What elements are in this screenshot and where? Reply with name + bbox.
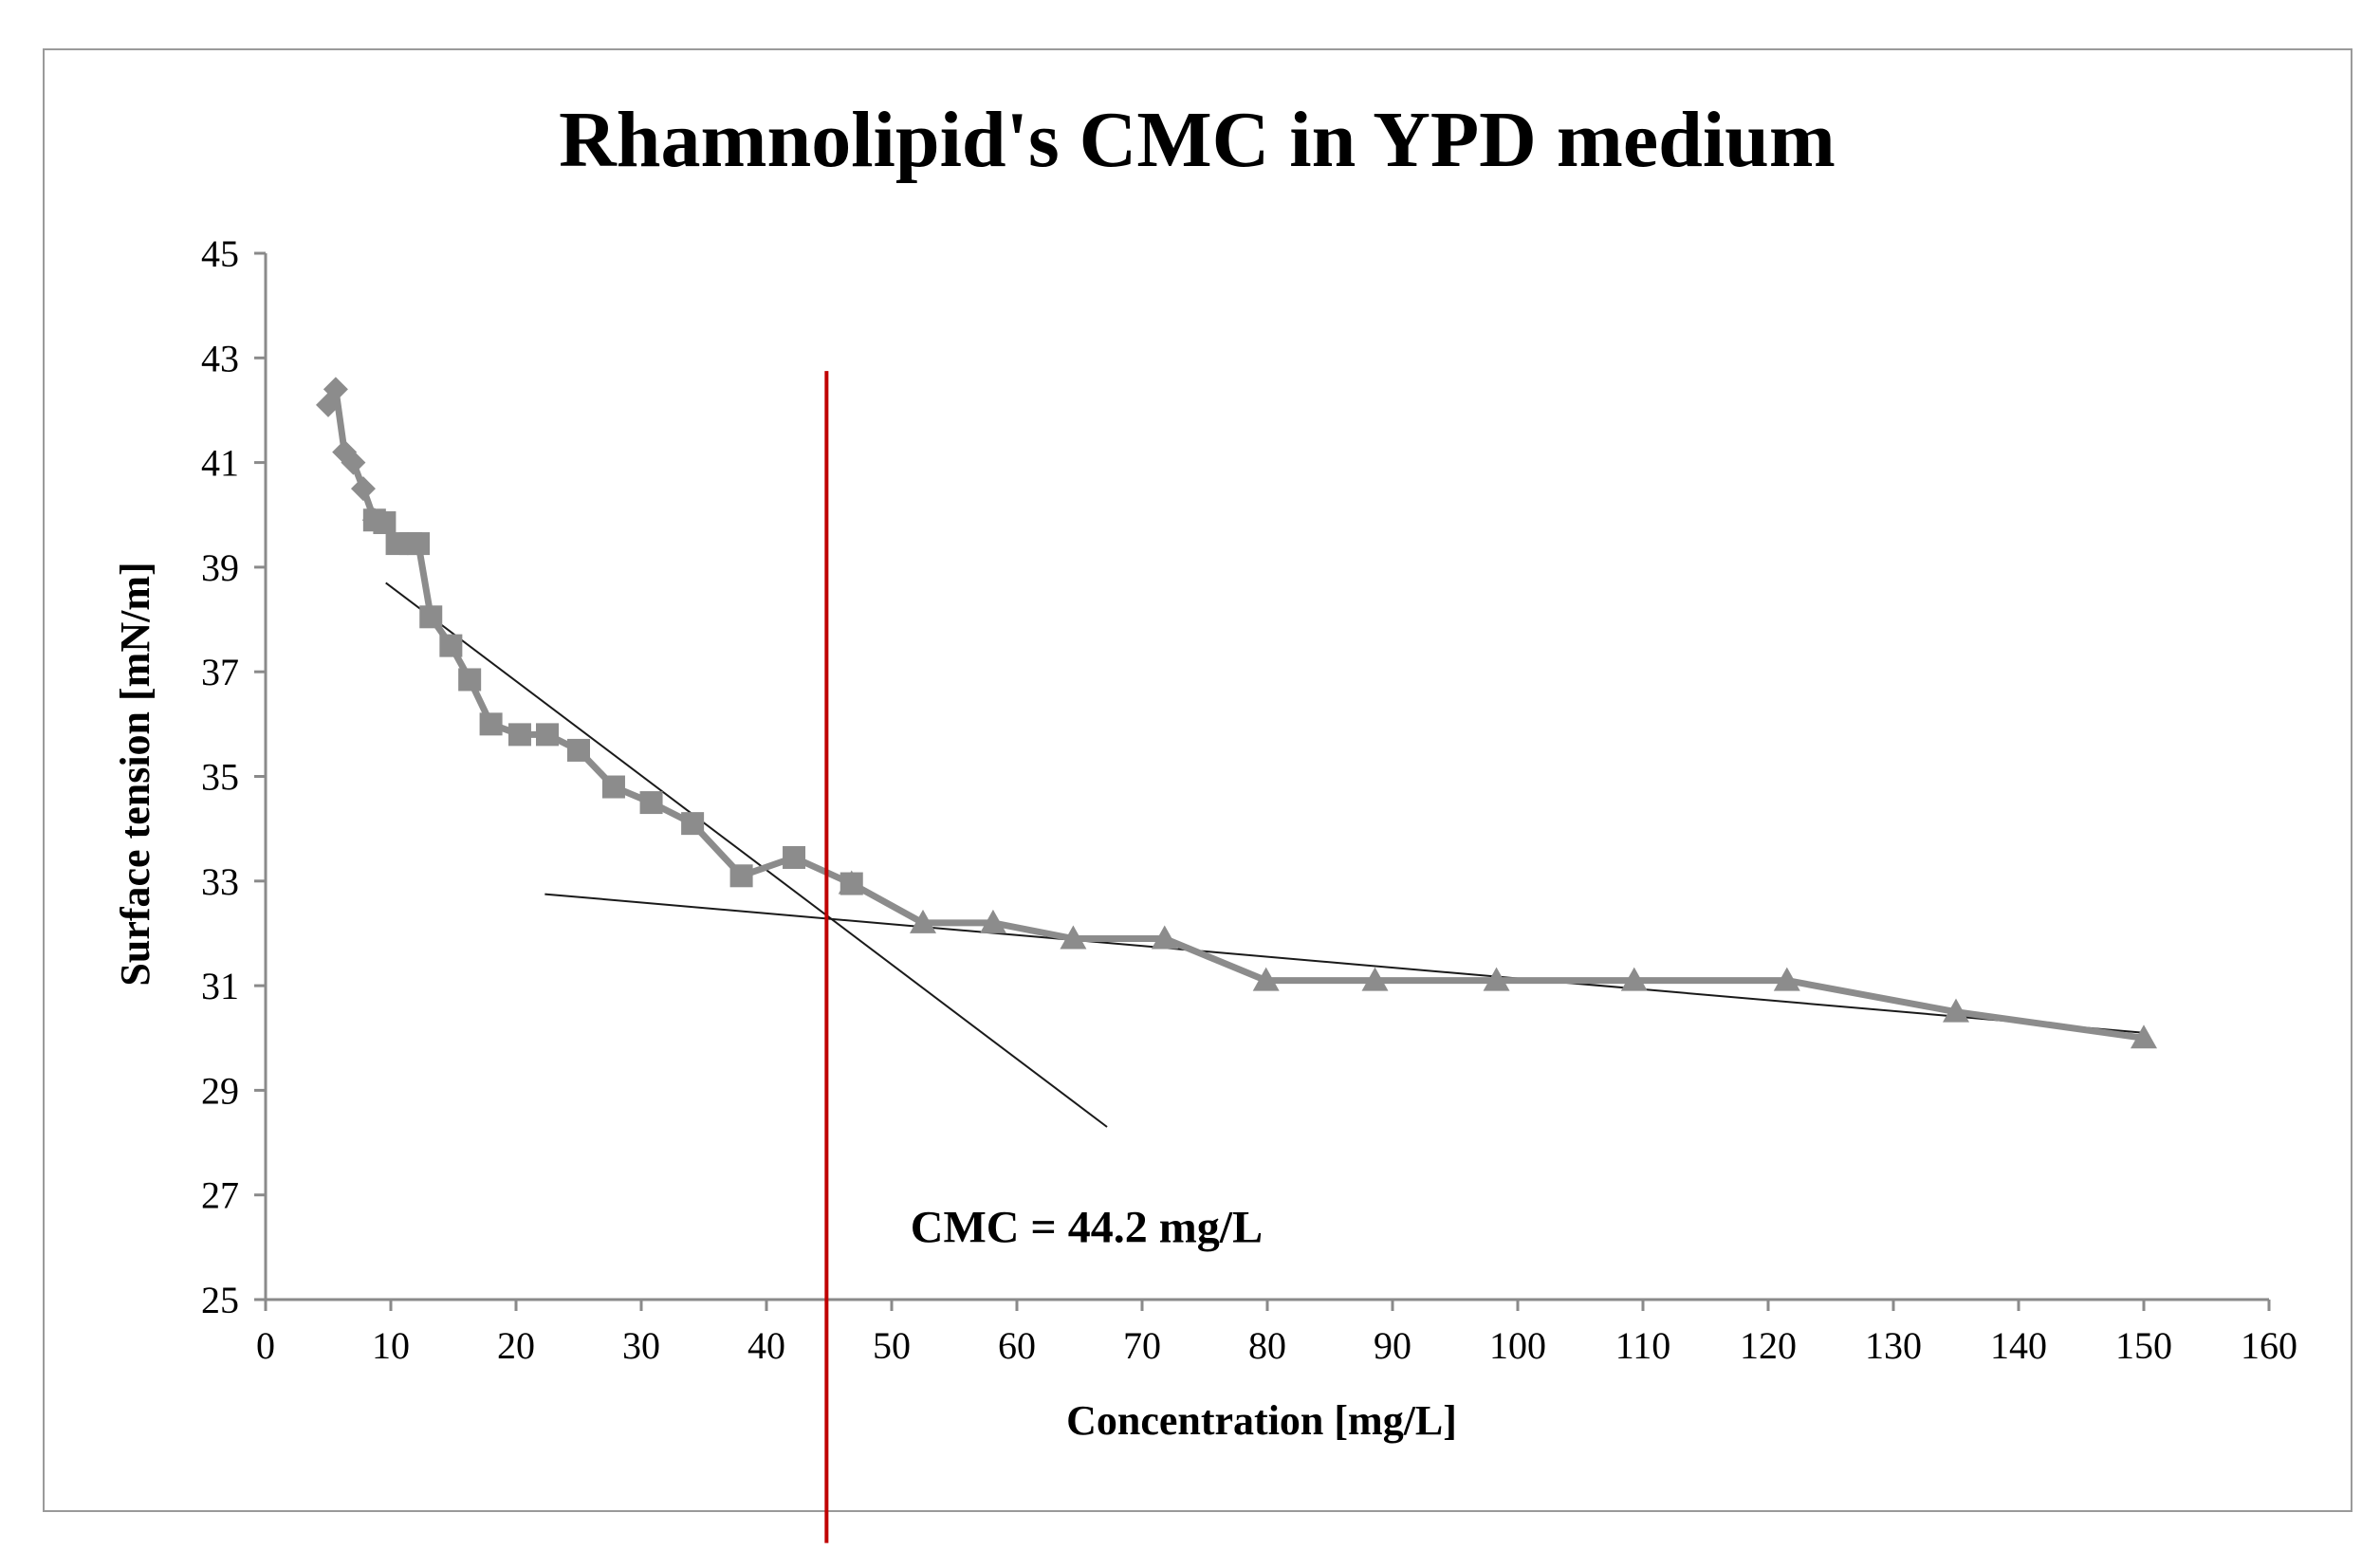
diamond-marker	[350, 476, 376, 502]
triangle-marker	[1252, 967, 1280, 991]
ticks: 25 27 29 31 33 35 37 39 41 43 45 0 10 20 30 40 50 60 70 80 9…	[201, 232, 2297, 1367]
x-tick-label: 0	[256, 1324, 275, 1367]
x-tick-label: 160	[2241, 1324, 2297, 1367]
diamond-marker	[323, 377, 348, 402]
y-tick-label: 25	[201, 1279, 239, 1321]
markers	[316, 377, 2157, 1049]
y-tick-label: 35	[201, 756, 239, 799]
y-tick-label: 41	[201, 442, 239, 485]
x-axis-label: Concentration [mg/L]	[1066, 1397, 1457, 1444]
x-tick-label: 60	[998, 1324, 1036, 1367]
x-tick-label: 40	[747, 1324, 785, 1367]
square-marker	[567, 738, 590, 762]
triangle-marker	[1060, 925, 1087, 950]
triangle-marker	[2131, 1024, 2157, 1049]
x-tick-label: 50	[873, 1324, 911, 1367]
triangle-marker	[979, 909, 1006, 933]
cmc-annotation: CMC = 44.2 mg/L	[911, 1202, 1263, 1252]
square-marker	[536, 723, 559, 747]
y-tick-label: 43	[201, 337, 239, 379]
series-lines	[324, 385, 2148, 1042]
axes	[264, 253, 2269, 1301]
square-marker	[783, 845, 806, 869]
square-marker	[681, 812, 705, 836]
diamond-marker	[341, 450, 366, 475]
y-tick-label: 29	[201, 1069, 239, 1112]
square-segment-line	[371, 516, 856, 888]
x-tick-label: 30	[622, 1324, 660, 1367]
triangle-marker	[838, 870, 865, 895]
triangle-segment-line	[848, 880, 2148, 1042]
x-tick-label: 100	[1489, 1324, 1546, 1367]
square-marker	[407, 532, 431, 556]
triangle-marker	[1361, 967, 1389, 991]
square-marker	[439, 634, 463, 657]
triangle-marker	[910, 909, 936, 933]
x-tick-label: 120	[1740, 1324, 1797, 1367]
square-marker	[639, 791, 663, 815]
chart-frame	[43, 48, 2352, 1512]
x-tick-label: 110	[1615, 1324, 1671, 1367]
x-tick-label: 70	[1123, 1324, 1161, 1367]
triangle-marker	[1943, 998, 1969, 1023]
triangle-marker	[1620, 967, 1648, 991]
x-tick-label: 20	[497, 1324, 535, 1367]
square-marker	[507, 723, 531, 747]
x-tick-label: 10	[372, 1324, 410, 1367]
x-tick-label: 140	[1990, 1324, 2047, 1367]
x-tick-label: 90	[1374, 1324, 1411, 1367]
steep-trend-line	[385, 581, 1108, 1128]
square-marker	[373, 511, 397, 535]
square-marker	[601, 775, 625, 799]
triangle-marker	[1151, 925, 1178, 950]
x-tick-label: 150	[2115, 1324, 2172, 1367]
square-marker	[458, 668, 482, 692]
y-tick-label: 39	[201, 546, 239, 589]
x-tick-label: 130	[1865, 1324, 1922, 1367]
square-marker	[479, 712, 503, 736]
triangle-marker	[1483, 967, 1510, 991]
y-axis-label: Surface tension [mN/m]	[112, 562, 158, 986]
y-tick-label: 31	[201, 965, 239, 1007]
y-tick-label: 33	[201, 860, 239, 903]
x-tick-label: 80	[1248, 1324, 1286, 1367]
square-marker	[729, 864, 753, 888]
y-tick-label: 37	[201, 651, 239, 693]
triangle-marker	[1773, 967, 1800, 991]
square-marker	[419, 605, 443, 629]
trend-lines	[385, 581, 2145, 1128]
y-tick-label: 27	[201, 1174, 239, 1217]
chart-title: Rhamnolipid's CMC in YPD medium	[559, 96, 1836, 184]
flat-trend-line	[544, 893, 2145, 1034]
y-tick-label: 45	[201, 232, 239, 275]
